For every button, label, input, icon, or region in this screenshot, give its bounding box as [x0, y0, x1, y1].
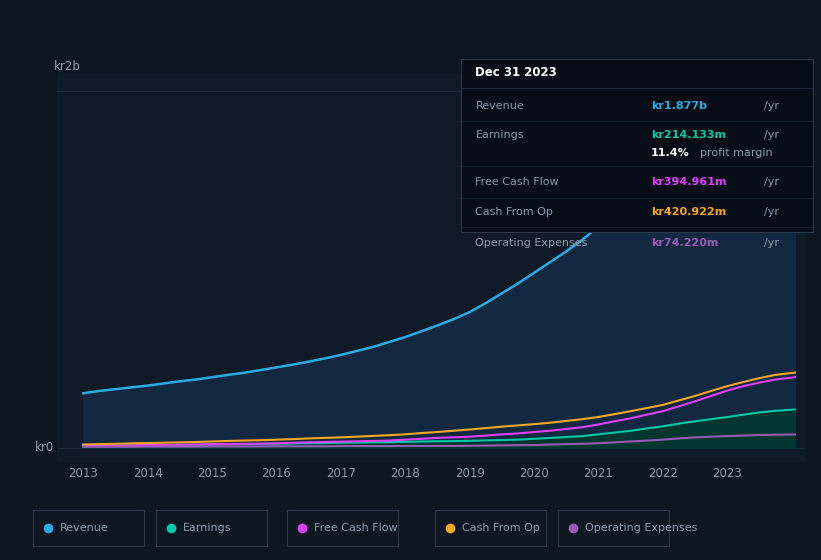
Text: kr214.133m: kr214.133m	[651, 130, 726, 140]
Text: /yr: /yr	[764, 101, 778, 111]
Text: profit margin: profit margin	[700, 147, 773, 157]
Bar	[33, 510, 144, 546]
Text: Operating Expenses: Operating Expenses	[585, 523, 698, 533]
Text: /yr: /yr	[764, 130, 778, 140]
Text: Cash From Op: Cash From Op	[475, 207, 553, 217]
Text: Free Cash Flow: Free Cash Flow	[475, 177, 559, 187]
Text: 11.4%: 11.4%	[651, 147, 690, 157]
Text: kr74.220m: kr74.220m	[651, 238, 718, 248]
Text: Dec 31 2023: Dec 31 2023	[475, 66, 557, 79]
Bar	[287, 510, 398, 546]
Text: /yr: /yr	[764, 177, 778, 187]
Bar	[558, 510, 669, 546]
Text: /yr: /yr	[764, 238, 778, 248]
Text: kr2b: kr2b	[53, 60, 80, 73]
Bar	[156, 510, 267, 546]
Text: kr1.877b: kr1.877b	[651, 101, 707, 111]
Text: kr0: kr0	[34, 441, 53, 454]
Text: Operating Expenses: Operating Expenses	[475, 238, 588, 248]
Text: Free Cash Flow: Free Cash Flow	[314, 523, 398, 533]
Text: Cash From Op: Cash From Op	[462, 523, 540, 533]
Bar	[435, 510, 546, 546]
Text: /yr: /yr	[764, 207, 778, 217]
Text: Revenue: Revenue	[475, 101, 524, 111]
Text: kr420.922m: kr420.922m	[651, 207, 727, 217]
Text: Earnings: Earnings	[475, 130, 524, 140]
Text: Revenue: Revenue	[60, 523, 108, 533]
Text: Earnings: Earnings	[183, 523, 232, 533]
Text: kr394.961m: kr394.961m	[651, 177, 727, 187]
